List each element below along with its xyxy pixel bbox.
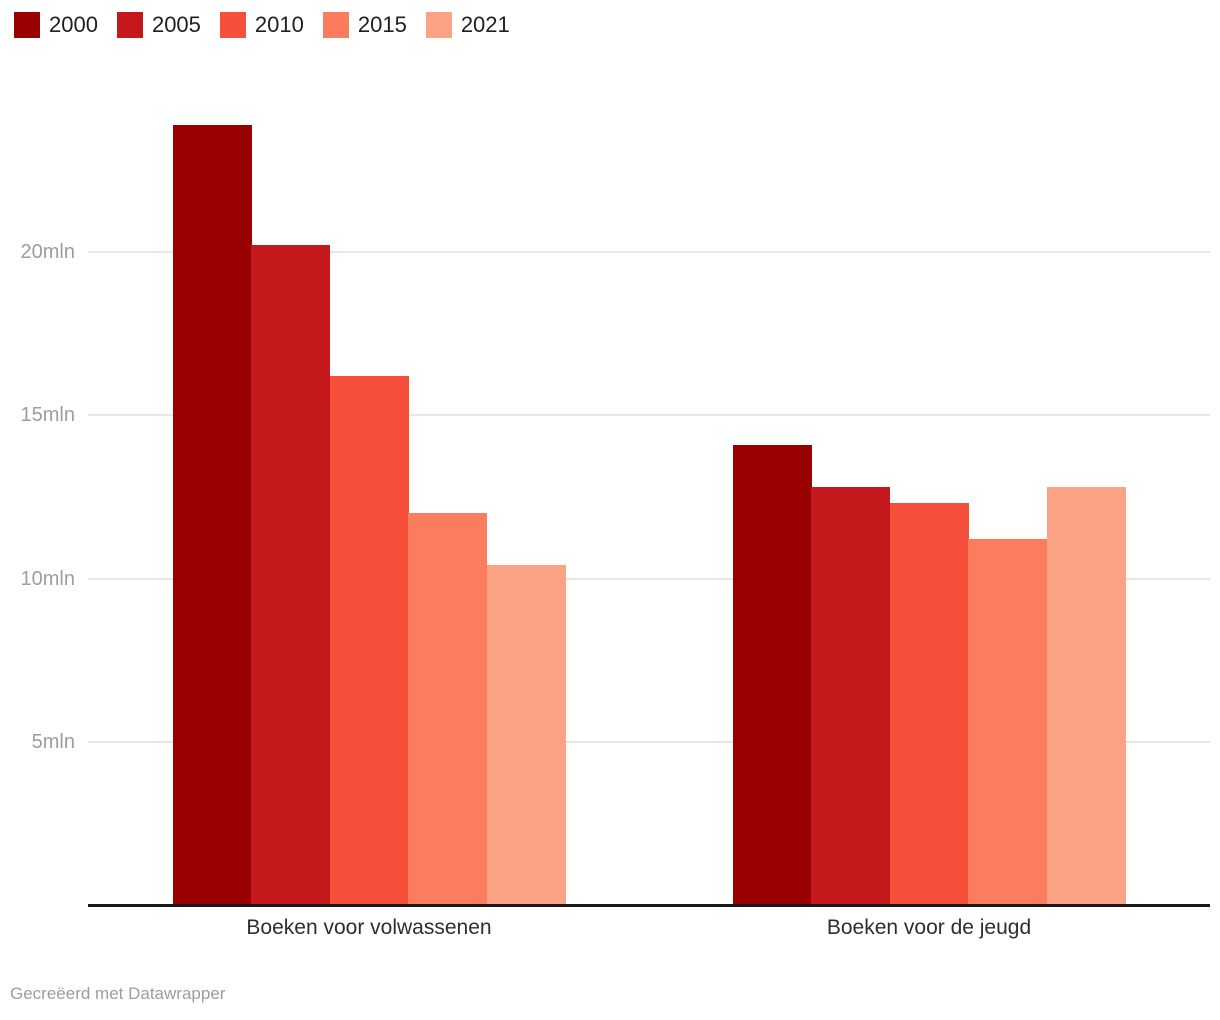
bar-2005-group-1[interactable]	[251, 245, 331, 905]
legend-label: 2021	[460, 12, 510, 37]
legend-label: 2005	[151, 12, 201, 37]
bar-2010-group-1[interactable]	[329, 376, 409, 905]
legend-item-2021: 2021	[425, 12, 510, 38]
x-axis-category-label: Boeken voor de jeugd	[826, 916, 1032, 939]
datawrapper-credit-link[interactable]: Gecreëerd met Datawrapper	[10, 984, 226, 1003]
bar-2015-group-1[interactable]	[408, 513, 488, 905]
bar-2010-group-2[interactable]	[889, 503, 969, 905]
bar-2000-group-1[interactable]	[173, 124, 252, 905]
bar-2021-group-2[interactable]	[1046, 487, 1126, 905]
legend-item-2010: 2010	[219, 12, 304, 38]
legend-swatch-icon	[116, 12, 143, 38]
y-axis-tick-label: 5mln	[31, 730, 75, 753]
legend-swatch-icon	[14, 12, 40, 38]
legend-label: 2010	[254, 12, 304, 37]
x-axis-category-label: Boeken voor volwassenen	[246, 916, 492, 939]
bar-2005-group-2[interactable]	[811, 487, 891, 905]
chart-legend: 2000 2005 2010 2015 2021	[14, 12, 510, 38]
bar-2021-group-1[interactable]	[486, 565, 566, 905]
legend-swatch-icon	[322, 12, 349, 38]
y-axis-tick-label: 10mln	[20, 567, 75, 590]
bar-2000-group-2[interactable]	[733, 444, 812, 905]
legend-item-2015: 2015	[322, 12, 407, 38]
gridline-15mln	[88, 414, 1210, 417]
gridline-20mln	[88, 251, 1210, 253]
legend-swatch-icon	[425, 12, 452, 38]
x-axis-line	[88, 904, 1210, 907]
legend-label: 2015	[357, 12, 407, 37]
legend-item-2005: 2005	[116, 12, 201, 38]
y-axis-tick-label: 20mln	[20, 241, 75, 263]
gridline-10mln	[88, 577, 1210, 580]
y-axis-tick-label: 15mln	[20, 404, 75, 427]
bar-2015-group-2[interactable]	[968, 539, 1048, 905]
gridline-5mln	[88, 740, 1210, 743]
legend-item-2000: 2000	[14, 12, 98, 38]
legend-label: 2000	[49, 12, 98, 37]
legend-swatch-icon	[219, 12, 246, 38]
